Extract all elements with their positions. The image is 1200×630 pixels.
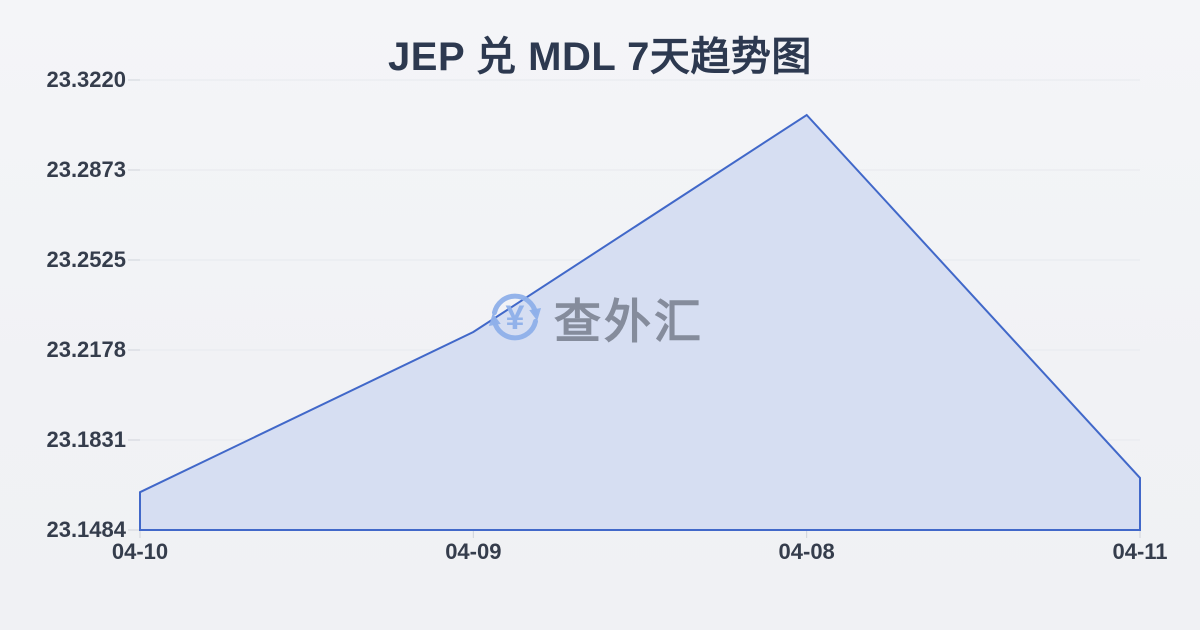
y-axis-label: 23.1831: [46, 427, 126, 452]
y-axis-label: 23.2178: [46, 337, 126, 362]
x-axis-label: 04-08: [778, 539, 835, 564]
trend-area: [139, 113, 1141, 531]
y-axis-label: 23.2525: [46, 247, 126, 272]
y-axis-label: 23.3220: [46, 67, 126, 92]
x-axis-label: 04-11: [1112, 539, 1168, 564]
y-axis-label: 23.1484: [46, 517, 126, 542]
chart-title: JEP 兑 MDL 7天趋势图: [388, 35, 812, 79]
x-axis-label: 04-09: [445, 539, 502, 564]
x-axis-label: 04-10: [111, 539, 169, 564]
y-axis-label: 23.2873: [46, 157, 126, 182]
